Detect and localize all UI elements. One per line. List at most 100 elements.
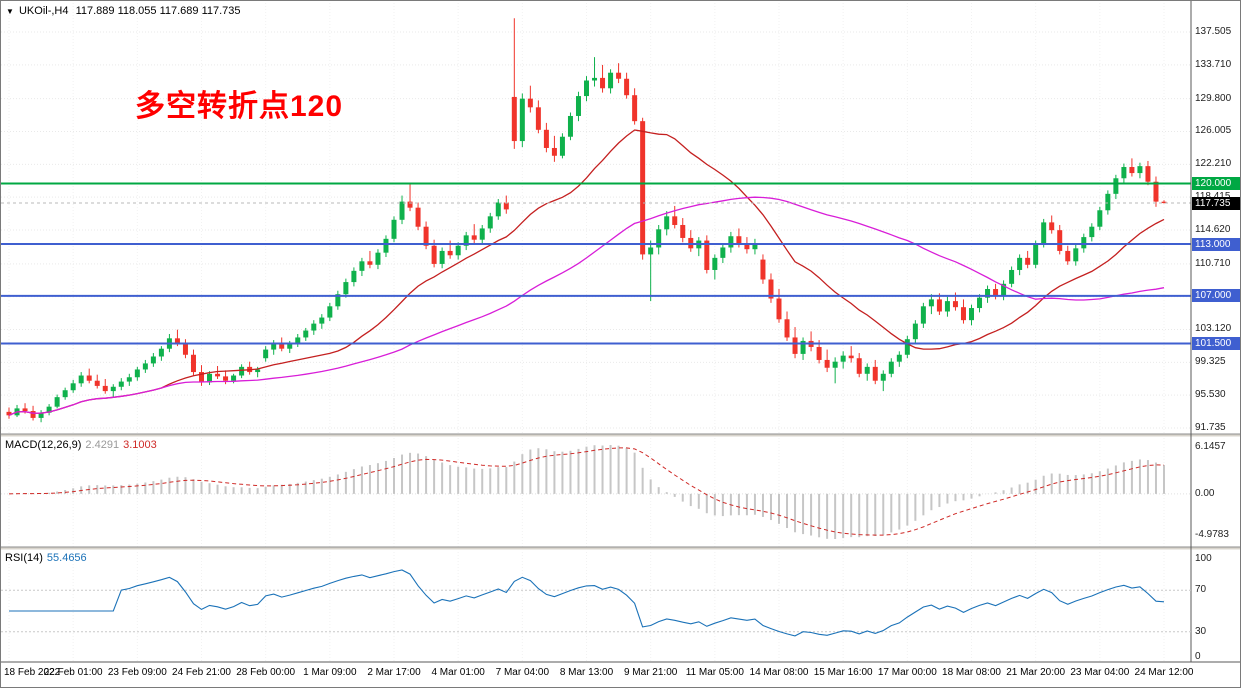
- time-axis-label: 22 Feb 01:00: [43, 667, 103, 678]
- annotation-text[interactable]: 多空转折点120: [135, 90, 344, 123]
- time-axis-label: 15 Mar 16:00: [813, 667, 873, 678]
- candle-body: [969, 308, 974, 321]
- time-axis-label: 14 Mar 08:00: [749, 667, 809, 678]
- macd-scale-label: -4.9783: [1195, 529, 1229, 540]
- candle-body: [38, 412, 44, 418]
- candle-body: [985, 289, 991, 298]
- candle-body: [1073, 248, 1079, 262]
- candle-body: [351, 270, 357, 283]
- candle-body: [1001, 283, 1007, 296]
- rsi-value: 55.4656: [46, 552, 87, 564]
- price-axis-label: 122.210: [1195, 158, 1232, 169]
- rsi-scale-label: 70: [1195, 584, 1207, 595]
- candle-body: [760, 259, 766, 280]
- candle-body: [327, 306, 333, 318]
- ohlc-values: 117.889 118.055 117.689 117.735: [75, 5, 241, 17]
- candle-body: [303, 330, 309, 338]
- candle-body: [584, 80, 589, 97]
- candle-body: [736, 236, 742, 244]
- candle-body: [46, 406, 52, 413]
- candle-body: [880, 373, 886, 381]
- panel-divider[interactable]: [1, 434, 1241, 437]
- ma-slow-line: [8, 196, 1165, 416]
- candle-body: [263, 349, 269, 359]
- candle-body: [182, 342, 188, 355]
- candle-body: [888, 361, 894, 374]
- candle-body: [207, 373, 213, 383]
- price-level-badge: 107.000: [1192, 289, 1240, 302]
- candle-body: [1089, 226, 1095, 238]
- candle-body: [343, 282, 349, 295]
- candle-body: [295, 337, 301, 344]
- candle-body: [174, 338, 180, 343]
- candle-body: [455, 245, 461, 256]
- price-level-badge: 120.000: [1192, 177, 1240, 190]
- candle-body: [1033, 244, 1039, 265]
- candle-body: [1153, 181, 1159, 202]
- candle-body: [1041, 222, 1047, 245]
- candle-body: [70, 383, 76, 391]
- candle-body: [142, 363, 148, 370]
- candle-body: [407, 201, 413, 208]
- price-level-badge: 113.000: [1192, 238, 1240, 251]
- candle-body: [1017, 257, 1023, 270]
- candle-body: [616, 72, 622, 79]
- candle-body: [856, 358, 862, 374]
- time-axis-label: 24 Feb 21:00: [172, 667, 231, 678]
- candle-body: [126, 377, 132, 382]
- candle-body: [936, 299, 942, 312]
- price-scale[interactable]: 137.505 133.710 129.800 126.005 122.210 118.4…: [1191, 1, 1240, 662]
- chart-title: ▼ UKOil-,H4 117.889 118.055 117.689 117.…: [6, 5, 241, 17]
- candle-body: [632, 95, 638, 122]
- price-axis-label: 137.505: [1195, 26, 1232, 37]
- candle-body: [487, 216, 493, 229]
- candle-body: [22, 408, 28, 411]
- candle-body: [463, 235, 469, 246]
- time-axis-label: 23 Mar 04:00: [1070, 667, 1130, 678]
- macd-main-value: 2.4291: [85, 439, 120, 451]
- candle-body: [271, 344, 277, 350]
- current-price-badge: 117.735: [1192, 197, 1240, 210]
- time-axis-label: 23 Feb 09:00: [107, 667, 167, 678]
- candle-body: [399, 201, 405, 220]
- candle-body: [239, 366, 245, 376]
- candle-body: [519, 98, 525, 142]
- candle-body: [776, 298, 782, 320]
- candle-body: [1065, 250, 1071, 262]
- candle-body: [1081, 237, 1087, 249]
- time-scale[interactable]: 18 Feb 2022 22 Feb 01:00 23 Feb 09:00 24 Fe…: [1, 662, 1240, 687]
- candle-body: [415, 207, 421, 227]
- symbol-dropdown-icon[interactable]: ▼: [6, 7, 14, 16]
- price-axis-label: 95.530: [1195, 389, 1226, 400]
- candle-body: [319, 317, 325, 324]
- price-axis-label: 103.120: [1195, 323, 1232, 334]
- candle-body: [447, 250, 453, 256]
- candle-body: [383, 238, 389, 253]
- panel-divider[interactable]: [1, 547, 1241, 550]
- candle-body: [824, 359, 830, 368]
- ma-fast-line: [8, 129, 1165, 416]
- time-axis-label: 24 Mar 12:00: [1134, 667, 1194, 678]
- price-axis-label: 114.620: [1195, 224, 1231, 235]
- candle-body: [367, 261, 373, 265]
- candle-body: [680, 224, 686, 238]
- candle-body: [231, 375, 237, 381]
- candle-body: [952, 301, 958, 308]
- candle-body: [223, 376, 229, 381]
- candle-body: [94, 380, 100, 386]
- candle-body: [840, 355, 846, 362]
- candle-body: [1129, 167, 1135, 174]
- candle-body: [110, 386, 116, 392]
- candle-body: [993, 289, 999, 296]
- candle-body: [134, 369, 140, 378]
- candle-body: [1161, 201, 1167, 204]
- candle-body: [431, 245, 437, 264]
- time-axis-label: 17 Mar 00:00: [877, 667, 937, 678]
- candle-body: [551, 147, 557, 156]
- candle-body: [832, 361, 838, 368]
- candle-body: [335, 294, 341, 307]
- candle-body: [1009, 269, 1015, 284]
- macd-signal-line: [8, 447, 1165, 536]
- candle-body: [391, 219, 397, 239]
